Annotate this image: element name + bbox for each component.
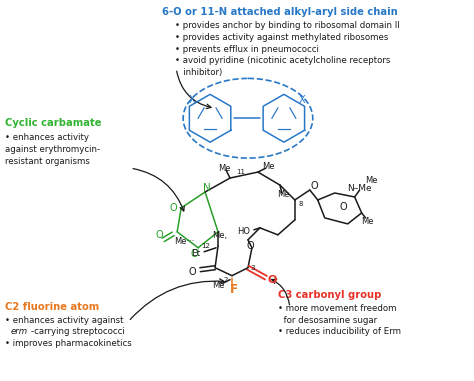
Text: O: O xyxy=(311,181,319,191)
Text: C3 carbonyl group: C3 carbonyl group xyxy=(278,290,381,299)
Text: • provides anchor by binding to ribosomal domain II: • provides anchor by binding to ribosoma… xyxy=(175,21,400,30)
Text: O: O xyxy=(188,267,196,277)
Text: • reduces inducibility of Erm: • reduces inducibility of Erm xyxy=(278,328,401,336)
Text: Me: Me xyxy=(278,190,290,200)
Text: • provides activity against methylated ribosomes: • provides activity against methylated r… xyxy=(175,33,389,42)
Text: • prevents efflux in pneumococci: • prevents efflux in pneumococci xyxy=(175,45,319,54)
Text: inhibitor): inhibitor) xyxy=(175,69,222,77)
Text: • enhances activity: • enhances activity xyxy=(5,133,89,142)
Text: against erythromycin-: against erythromycin- xyxy=(5,145,100,154)
Text: C2 fluorine atom: C2 fluorine atom xyxy=(5,302,99,312)
Text: Me: Me xyxy=(361,218,374,226)
Text: O: O xyxy=(246,241,254,251)
Text: Me: Me xyxy=(365,176,378,184)
Text: resistant organisms: resistant organisms xyxy=(5,157,90,166)
Text: -carrying streptococci: -carrying streptococci xyxy=(31,328,124,336)
Text: • improves pharmacokinetics: • improves pharmacokinetics xyxy=(5,339,131,349)
Text: Me···: Me··· xyxy=(174,237,194,246)
Text: Me: Me xyxy=(218,163,230,173)
Text: 3: 3 xyxy=(251,265,255,271)
Text: X: X xyxy=(189,95,195,105)
Text: N: N xyxy=(203,183,211,193)
Text: X: X xyxy=(299,95,305,105)
Text: 11: 11 xyxy=(236,169,245,175)
Text: Me: Me xyxy=(212,281,224,290)
Text: Me: Me xyxy=(262,162,274,171)
Text: • avoid pyridine (nicotinic acetylcholine receptors: • avoid pyridine (nicotinic acetylcholin… xyxy=(175,56,391,66)
Text: O: O xyxy=(169,203,177,213)
Text: F: F xyxy=(230,283,238,296)
Text: O: O xyxy=(267,275,277,285)
Text: N–Me: N–Me xyxy=(347,184,372,192)
Text: 2: 2 xyxy=(224,277,228,283)
Text: 8: 8 xyxy=(299,201,303,207)
Text: for desosamine sugar: for desosamine sugar xyxy=(278,315,377,325)
Text: • more movement freedom: • more movement freedom xyxy=(278,304,396,312)
Text: Me,: Me, xyxy=(212,231,228,240)
Text: O: O xyxy=(155,230,163,240)
Text: Cyclic carbamate: Cyclic carbamate xyxy=(5,118,101,128)
Text: 6-O or 11-N attached alkyl-aryl side chain: 6-O or 11-N attached alkyl-aryl side cha… xyxy=(162,7,398,17)
Text: erm: erm xyxy=(11,328,28,336)
Text: 12: 12 xyxy=(201,243,210,249)
Text: • enhances activity against: • enhances activity against xyxy=(5,315,123,325)
Text: O: O xyxy=(191,249,198,259)
Text: Et: Et xyxy=(191,249,201,258)
Text: O: O xyxy=(340,202,347,212)
Text: HO: HO xyxy=(237,227,250,236)
